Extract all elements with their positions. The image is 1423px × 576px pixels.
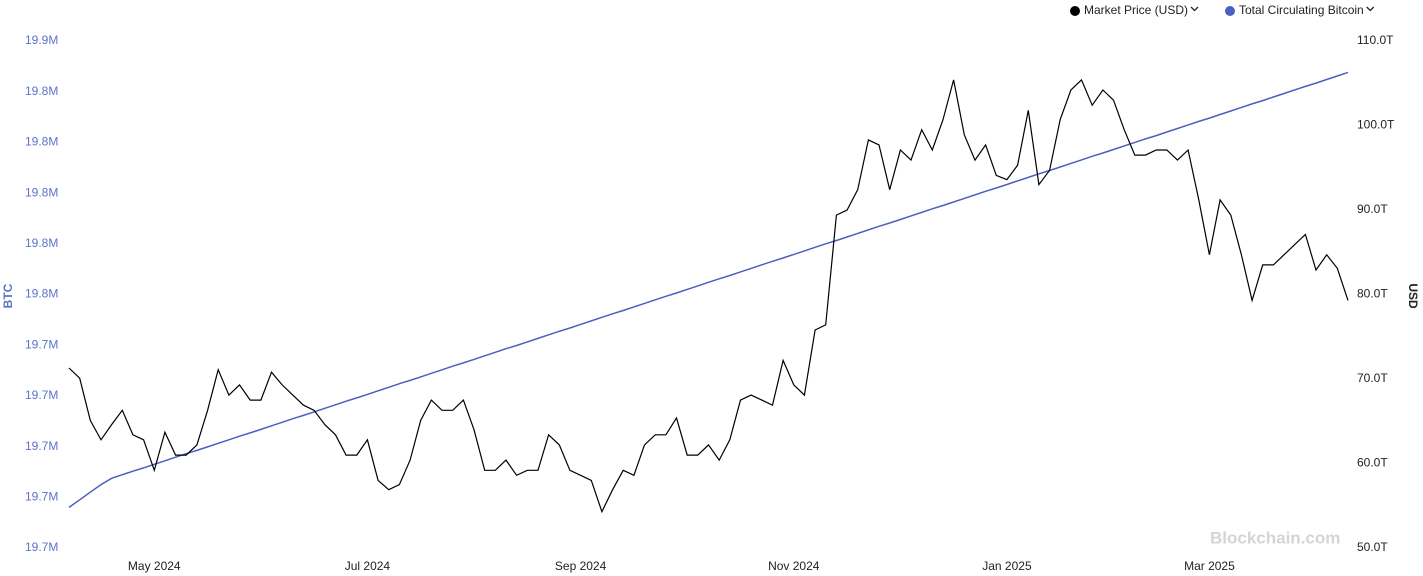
y-tick-label: 19.7M [25,388,58,402]
x-tick-label: Jan 2025 [982,559,1032,573]
y-tick-label: 19.8M [25,135,58,149]
series-line [68,78,1349,514]
y-tick-label: 19.8M [25,84,58,98]
y2-axis-title: USD [1406,283,1420,309]
x-tick-label: May 2024 [128,559,181,573]
y2-tick-label: 70.0T [1357,371,1388,385]
legend: Market Price (USD) Total Circulating Bitc… [1070,3,1375,17]
y2-tick-label: 60.0T [1357,456,1388,470]
y-tick-label: 19.9M [25,33,58,47]
legend-marker [1225,6,1235,16]
y2-tick-label: 90.0T [1357,202,1388,216]
y2-tick-label: 100.0T [1357,118,1395,132]
y-axis-title: BTC [1,283,15,308]
y-tick-label: 19.7M [25,489,58,503]
y2-tick-label: 50.0T [1357,540,1388,554]
x-tick-label: Mar 2025 [1184,559,1235,573]
x-tick-label: Nov 2024 [768,559,820,573]
x-tick-label: Sep 2024 [555,559,607,573]
y-tick-label: 19.7M [25,337,58,351]
watermark: Blockchain.com [1210,528,1340,547]
y-tick-label: 19.7M [25,540,58,554]
y-tick-label: 19.7M [25,439,58,453]
y-tick-label: 19.8M [25,287,58,301]
legend-chevron [1366,6,1375,12]
y2-tick-label: 80.0T [1357,287,1388,301]
legend-chevron [1190,6,1199,12]
x-tick-label: Jul 2024 [345,559,391,573]
legend-label: Market Price (USD) [1084,3,1188,17]
y-tick-label: 19.8M [25,236,58,250]
legend-label: Total Circulating Bitcoin [1239,3,1364,17]
y-tick-label: 19.8M [25,185,58,199]
series-line [68,71,1349,509]
legend-marker [1070,6,1080,16]
y2-tick-label: 110.0T [1357,33,1394,47]
